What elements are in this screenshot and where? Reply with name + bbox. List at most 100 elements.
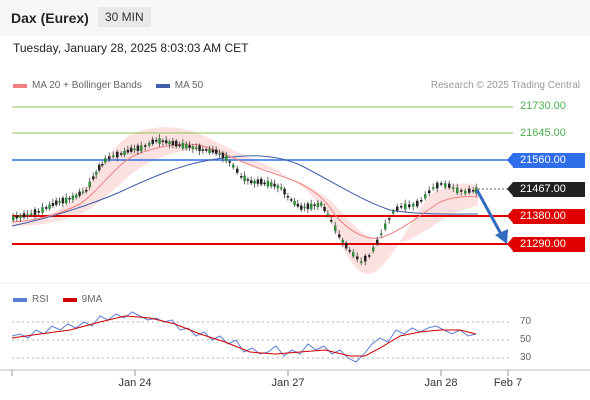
candle-body — [181, 142, 185, 149]
candle-body — [101, 164, 104, 166]
candle-body — [428, 190, 431, 194]
level-tag-s2: 21290.00 — [507, 237, 585, 252]
x-axis-label: Jan 24 — [118, 377, 152, 389]
candle-body — [266, 180, 270, 187]
candle-body — [280, 187, 283, 189]
candle-body — [232, 164, 235, 168]
candle-body — [240, 176, 243, 178]
candle-body — [300, 205, 303, 210]
candle-body — [112, 155, 115, 157]
rsi-swatch-icon — [13, 297, 27, 302]
candle-body — [123, 150, 126, 156]
candle-body — [283, 188, 286, 195]
ma20-legend-label: MA 20 + Bollinger Bands — [32, 80, 142, 91]
candle-body — [225, 155, 228, 162]
candle-body — [168, 141, 171, 145]
candle-body — [475, 187, 478, 194]
candle-body — [246, 179, 250, 181]
level-tag-r1-label: 21560.00 — [520, 154, 566, 166]
candle-body — [178, 144, 181, 147]
candle-body — [51, 203, 55, 206]
candle-body — [58, 201, 61, 203]
candle-body — [472, 190, 475, 192]
x-axis-label: Jan 27 — [271, 377, 305, 389]
candle-body — [263, 182, 266, 185]
candle-body — [432, 187, 435, 189]
candle-body — [161, 140, 165, 143]
ma20-line — [11, 143, 479, 239]
candle-body — [195, 147, 198, 149]
candle-body — [352, 252, 355, 257]
x-axis-label: Feb 7 — [493, 377, 523, 389]
candle-body — [140, 145, 143, 152]
candle-body — [345, 242, 348, 249]
candle-body — [68, 197, 71, 200]
candle-body — [75, 194, 78, 198]
candle-body — [45, 207, 48, 209]
candle-body — [191, 146, 195, 149]
candle-body — [424, 194, 427, 199]
candle-body — [228, 161, 231, 163]
ma20-swatch-icon — [13, 83, 27, 88]
chart-datetime: Tuesday, January 28, 2025 8:03:03 AM CET — [13, 41, 249, 55]
candle-body — [130, 147, 133, 152]
candle-body — [452, 187, 455, 189]
candle-body — [313, 204, 316, 207]
candle-body — [412, 203, 415, 207]
candle-body — [144, 145, 147, 147]
candle-body — [120, 153, 123, 155]
candle-body — [334, 225, 337, 232]
candle-body — [326, 214, 330, 216]
candle-body — [155, 140, 158, 142]
candle-body — [215, 149, 218, 154]
candle-body — [436, 182, 439, 189]
candle-body — [384, 223, 387, 230]
candle-body — [348, 250, 351, 252]
candle-body — [460, 190, 463, 192]
candle-body — [148, 142, 151, 146]
level-tag-r1: 21560.00 — [507, 153, 585, 168]
candle-body — [404, 203, 407, 210]
candle-body — [98, 164, 101, 171]
candle-body — [108, 156, 111, 160]
candle-body — [330, 220, 333, 222]
candle-body — [456, 187, 459, 194]
candle-body — [92, 176, 95, 180]
candle-body — [185, 144, 188, 149]
candle-body — [85, 190, 88, 192]
candle-body — [290, 199, 293, 201]
candle-body — [12, 216, 15, 221]
x-axis-label: Jan 28 — [424, 377, 458, 389]
candle-body — [37, 211, 40, 213]
instrument-title: Dax (Eurex) — [11, 10, 89, 26]
candle-body — [205, 149, 208, 151]
candle-body — [211, 149, 215, 153]
rsi-tick-70: 70 — [520, 316, 532, 327]
candle-body — [171, 140, 175, 146]
ma50-swatch-icon — [155, 83, 170, 88]
candle-body — [65, 197, 68, 204]
candle-body — [316, 202, 320, 208]
candle-body — [360, 261, 363, 263]
candle-body — [81, 191, 85, 193]
candle-body — [270, 182, 273, 187]
candle-body — [116, 151, 119, 158]
candle-body — [356, 256, 359, 260]
ma50-legend-label: MA 50 — [174, 80, 204, 91]
candle-body — [380, 233, 383, 235]
rsi-ma-line — [11, 315, 477, 357]
candle-body — [448, 183, 451, 188]
candle-body — [55, 200, 58, 205]
candle-body — [78, 191, 81, 196]
candle-body — [19, 215, 22, 218]
candle-body — [416, 200, 419, 207]
candle-body — [368, 255, 371, 257]
candle-body — [303, 206, 306, 209]
timeframe-badge[interactable]: 30 MIN — [98, 7, 151, 27]
candle-body — [420, 200, 423, 202]
candle-body — [188, 145, 191, 148]
candle-body — [372, 247, 375, 252]
candle-body — [218, 153, 221, 155]
level-tag-last-label: 21467.00 — [520, 183, 566, 195]
